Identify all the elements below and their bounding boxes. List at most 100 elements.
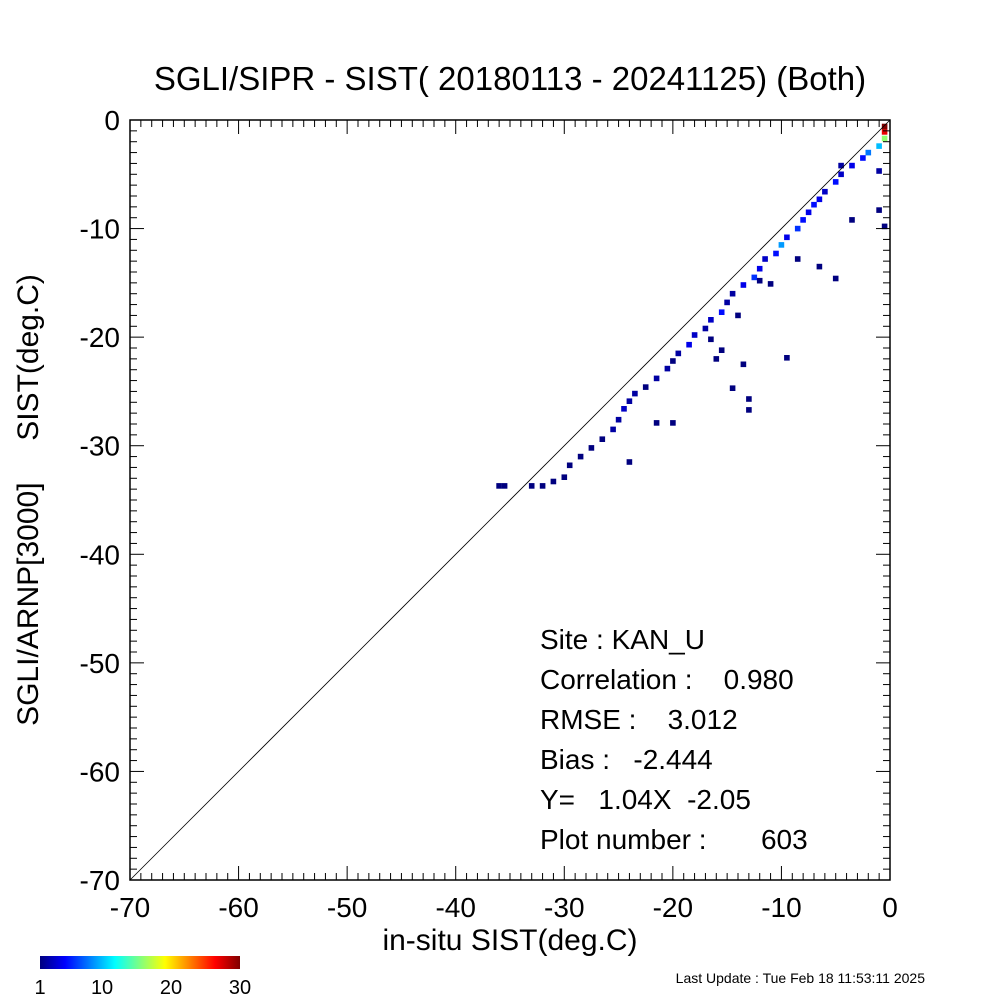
heatmap-cell — [876, 168, 882, 174]
heatmap-cell — [599, 436, 606, 442]
x-tick-label: -30 — [544, 892, 584, 923]
heatmap-cell — [713, 356, 720, 362]
heatmap-cell — [794, 256, 801, 262]
heatmap-cell — [876, 143, 882, 149]
heatmap-cell — [860, 155, 866, 161]
x-tick-label: -50 — [327, 892, 367, 923]
heatmap-cell — [539, 483, 546, 489]
heatmap-cell — [708, 336, 714, 343]
y-tick-label: -40 — [80, 539, 120, 570]
heatmap-cell — [762, 256, 768, 262]
heatmap-cell — [729, 290, 736, 297]
heatmap-cell — [794, 225, 801, 232]
heatmap-cell — [849, 217, 855, 223]
y-tick-label: -20 — [80, 322, 120, 353]
heatmap-cell — [718, 347, 725, 353]
axis-ticks — [129, 119, 891, 881]
colorbar-tick-label: 30 — [229, 977, 251, 999]
x-tick-label: -60 — [218, 892, 258, 923]
chart-title: SGLI/SIPR - SIST( 20180113 - 20241125) (… — [154, 60, 866, 97]
heatmap-cell — [670, 358, 676, 364]
heatmap-cell — [675, 350, 682, 357]
heatmap-cell — [881, 123, 888, 130]
heatmap-cell — [746, 396, 752, 402]
heatmap-cell — [832, 179, 839, 185]
heatmap-cell — [865, 149, 872, 156]
x-axis-label: in-situ SIST(deg.C) — [382, 924, 637, 957]
heatmap-cell — [784, 355, 790, 361]
colorbar-tick-label: 1 — [34, 977, 45, 999]
heatmap-cell — [642, 384, 649, 390]
colorbar-tick-label: 10 — [91, 977, 113, 999]
stat-fit: Y= 1.04X -2.05 — [540, 784, 751, 815]
heatmap-cell — [496, 483, 502, 489]
heatmap-cell — [767, 281, 774, 287]
colorbar — [40, 956, 240, 969]
stat-bias: Bias : -2.444 — [540, 744, 713, 775]
heatmap-cells — [496, 123, 888, 489]
one-to-one-line — [129, 119, 891, 881]
heatmap-cell — [751, 274, 758, 281]
heatmap-cell — [566, 462, 573, 469]
y-tick-label: -50 — [80, 648, 120, 679]
heatmap-cell — [811, 201, 817, 208]
heatmap-cell — [621, 406, 627, 412]
y-tick-labels: -70 -60 -50 -40 -30 -20 -10 0 — [80, 105, 120, 896]
x-tick-label: -20 — [653, 892, 693, 923]
heatmap-cell — [528, 483, 535, 489]
x-tick-labels: -70 -60 -50 -40 -30 -20 -10 0 — [110, 892, 898, 923]
y-tick-label: -70 — [80, 865, 120, 896]
heatmap-cell — [653, 420, 660, 426]
heatmap-cell — [653, 375, 660, 382]
heatmap-cell — [838, 162, 844, 169]
y-tick-label: -30 — [80, 431, 120, 462]
heatmap-cell — [756, 277, 763, 284]
heatmap-cell — [626, 459, 633, 465]
y-tick-label: -60 — [80, 756, 120, 787]
y-tick-label: -10 — [80, 214, 120, 245]
statistics-box: Site : KAN_U Correlation : 0.980 RMSE : 3.… — [540, 624, 808, 855]
y-axis-label: SGLI/ARNP[3000] SIST(deg.C) — [12, 274, 45, 726]
heatmap-cell — [577, 453, 584, 460]
heatmap-cell — [881, 223, 888, 230]
heatmap-cell — [832, 275, 839, 282]
stat-rmse: RMSE : 3.012 — [540, 704, 738, 735]
heatmap-cell — [784, 234, 790, 241]
heatmap-cell — [686, 341, 692, 348]
x-tick-label: -40 — [435, 892, 475, 923]
stat-correlation: Correlation : 0.980 — [540, 664, 794, 695]
heatmap-cell — [849, 162, 855, 169]
x-tick-label: 0 — [882, 892, 898, 923]
heatmap-cell — [561, 474, 568, 480]
heatmap-cell — [501, 483, 508, 489]
heatmap-cell — [550, 478, 557, 485]
heatmap-cell — [740, 282, 747, 288]
heatmap-cell — [778, 242, 785, 248]
heatmap-cell — [691, 332, 698, 338]
heatmap-cell — [805, 209, 812, 216]
heatmap-cell — [702, 325, 709, 332]
heatmap-cell — [746, 407, 752, 413]
heatmap-cell — [822, 188, 828, 195]
x-tick-label: -70 — [110, 892, 150, 923]
heatmap-cell — [615, 416, 622, 423]
last-update: Last Update : Tue Feb 18 11:53:11 2025 — [676, 970, 926, 986]
heatmap-cell — [664, 365, 671, 372]
heatmap-cell — [718, 309, 725, 315]
heatmap-cell — [773, 250, 779, 257]
heatmap-cell — [756, 265, 763, 272]
heatmap-cell — [881, 129, 888, 135]
heatmap-cell — [735, 312, 741, 319]
heatmap-cell — [816, 263, 823, 270]
heatmap-cell — [876, 207, 882, 213]
heatmap-cell — [610, 426, 616, 433]
heatmap-cell — [708, 317, 714, 323]
heatmap-cell — [626, 398, 633, 404]
colorbar-tick-labels: 1 10 20 30 — [34, 977, 251, 999]
heatmap-cell — [800, 217, 806, 223]
heatmap-cell — [588, 445, 595, 451]
stat-plot-number: Plot number : 603 — [540, 824, 808, 855]
heatmap-cell — [816, 196, 823, 203]
heatmap-cell — [724, 299, 730, 306]
